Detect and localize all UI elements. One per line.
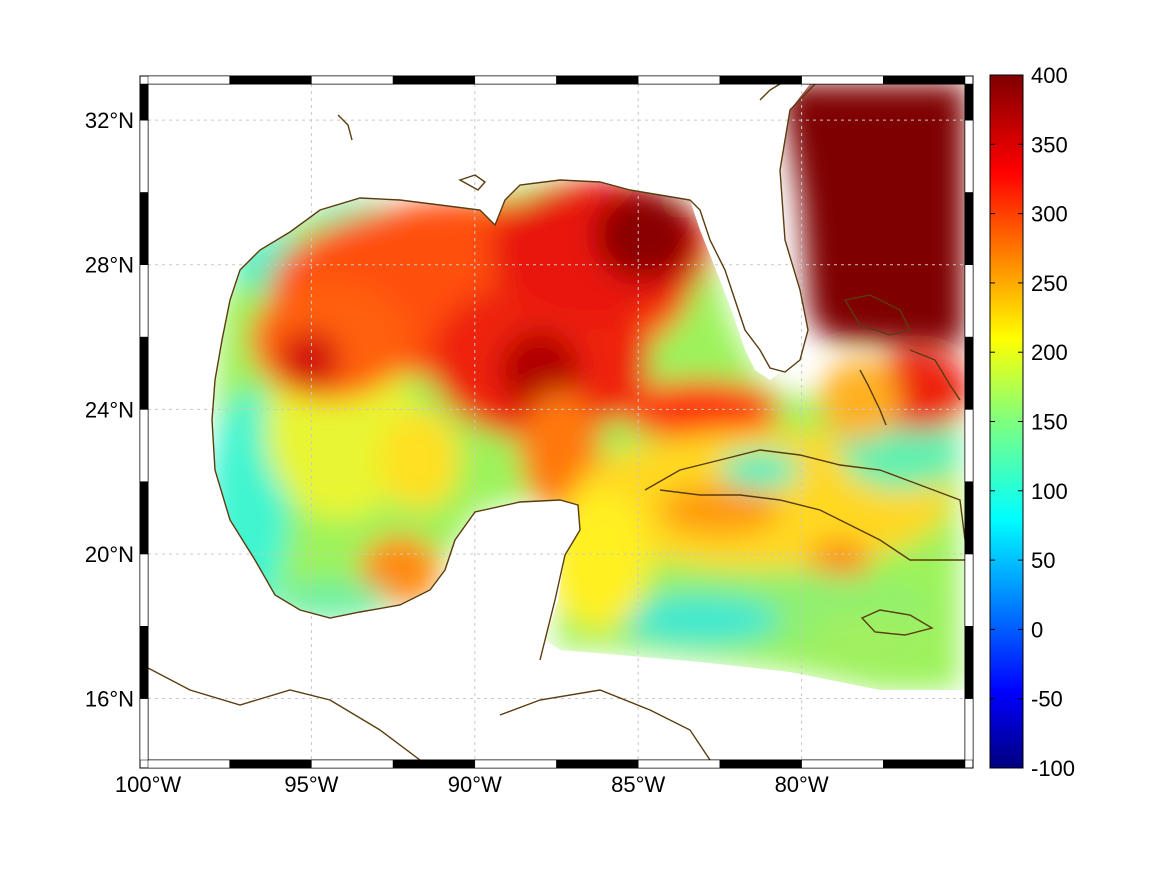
colorbar-tick-label: 100 xyxy=(1031,479,1068,504)
frame-segment-top xyxy=(474,75,557,85)
frame-segment-right xyxy=(964,625,974,699)
colorbar-tick-label: 150 xyxy=(1031,410,1068,435)
frame-segment-left xyxy=(139,409,149,482)
frame-segment-bottom xyxy=(719,759,802,769)
frame-segment-top xyxy=(637,75,721,85)
frame-segment-top xyxy=(229,75,312,85)
colorbar-tick-label: 350 xyxy=(1031,132,1068,157)
colorbar-tick-label: 300 xyxy=(1031,202,1068,227)
colorbar-tick-label: -50 xyxy=(1031,687,1063,712)
frame-segment-left xyxy=(139,264,149,338)
frame-segment-left xyxy=(139,119,149,193)
y-tick-label: 20°N xyxy=(85,542,134,567)
colorbar-tick-label: 400 xyxy=(1031,63,1068,88)
frame-segment-right xyxy=(964,336,974,410)
frame-segment-bottom xyxy=(311,759,394,769)
frame-segment-left xyxy=(139,83,149,121)
grid-lines xyxy=(147,84,965,760)
x-tick-labels: 100°W 95°W 90°W 85°W 80°W xyxy=(115,772,829,797)
frame-segment-top xyxy=(719,75,802,85)
colorbar: 400 350 300 250 200 150 100 50 0 -50 -100 xyxy=(989,63,1075,781)
colorbar-ticks: 400 350 300 250 200 150 100 50 0 -50 -100 xyxy=(990,63,1075,781)
frame-segment-bottom xyxy=(147,759,230,769)
y-tick-labels: 32°N 28°N 24°N 20°N 16°N xyxy=(85,108,134,711)
frame-segment-left xyxy=(139,481,149,555)
frame-segment-left xyxy=(139,553,149,627)
frame-segment-top xyxy=(556,75,639,85)
colorbar-tick-label: 250 xyxy=(1031,271,1068,296)
frame-segment-left xyxy=(139,336,149,410)
frame-segment-right xyxy=(964,119,974,193)
frame-segment-bottom xyxy=(801,759,884,769)
frame-segment-right xyxy=(964,698,974,761)
x-tick-label: 100°W xyxy=(115,772,182,797)
frame-segment-bottom xyxy=(637,759,721,769)
y-tick-label: 16°N xyxy=(85,687,134,712)
y-tick-label: 28°N xyxy=(85,253,134,278)
colorbar-tick-label: 0 xyxy=(1031,617,1043,642)
frame-segment-bottom xyxy=(229,759,312,769)
frame-segment-top xyxy=(801,75,884,85)
frame-segment-right xyxy=(964,409,974,482)
x-tick-label: 85°W xyxy=(611,772,665,797)
colorbar-tick-label: 50 xyxy=(1031,548,1055,573)
y-tick-label: 32°N xyxy=(85,108,134,133)
frame-segment-right xyxy=(964,264,974,338)
frame-segment-bottom xyxy=(883,759,966,769)
frame-segment-right xyxy=(964,553,974,627)
x-tick-label: 95°W xyxy=(284,772,338,797)
frame-segment-left xyxy=(139,625,149,699)
data-field xyxy=(148,84,965,760)
y-tick-label: 24°N xyxy=(85,397,134,422)
map-frame xyxy=(139,75,974,769)
frame-segment-right xyxy=(964,83,974,121)
colorbar-gradient xyxy=(989,74,1024,769)
coastlines xyxy=(148,84,965,760)
colorbar-tick-label: -100 xyxy=(1031,756,1075,781)
frame-segment-right xyxy=(964,481,974,555)
x-tick-label: 90°W xyxy=(448,772,502,797)
colorbar-tick-label: 200 xyxy=(1031,340,1068,365)
frame-segment-bottom xyxy=(474,759,557,769)
frame-segment-left xyxy=(139,192,149,265)
frame-segment-left xyxy=(139,698,149,761)
x-tick-label: 80°W xyxy=(775,772,829,797)
frame-segment-right xyxy=(964,192,974,265)
frame-segment-top xyxy=(883,75,966,85)
frame-segment-top xyxy=(147,75,230,85)
frame-segment-top xyxy=(392,75,476,85)
frame-segment-top xyxy=(311,75,394,85)
frame-segment-bottom xyxy=(392,759,476,769)
frame-segment-bottom xyxy=(556,759,639,769)
